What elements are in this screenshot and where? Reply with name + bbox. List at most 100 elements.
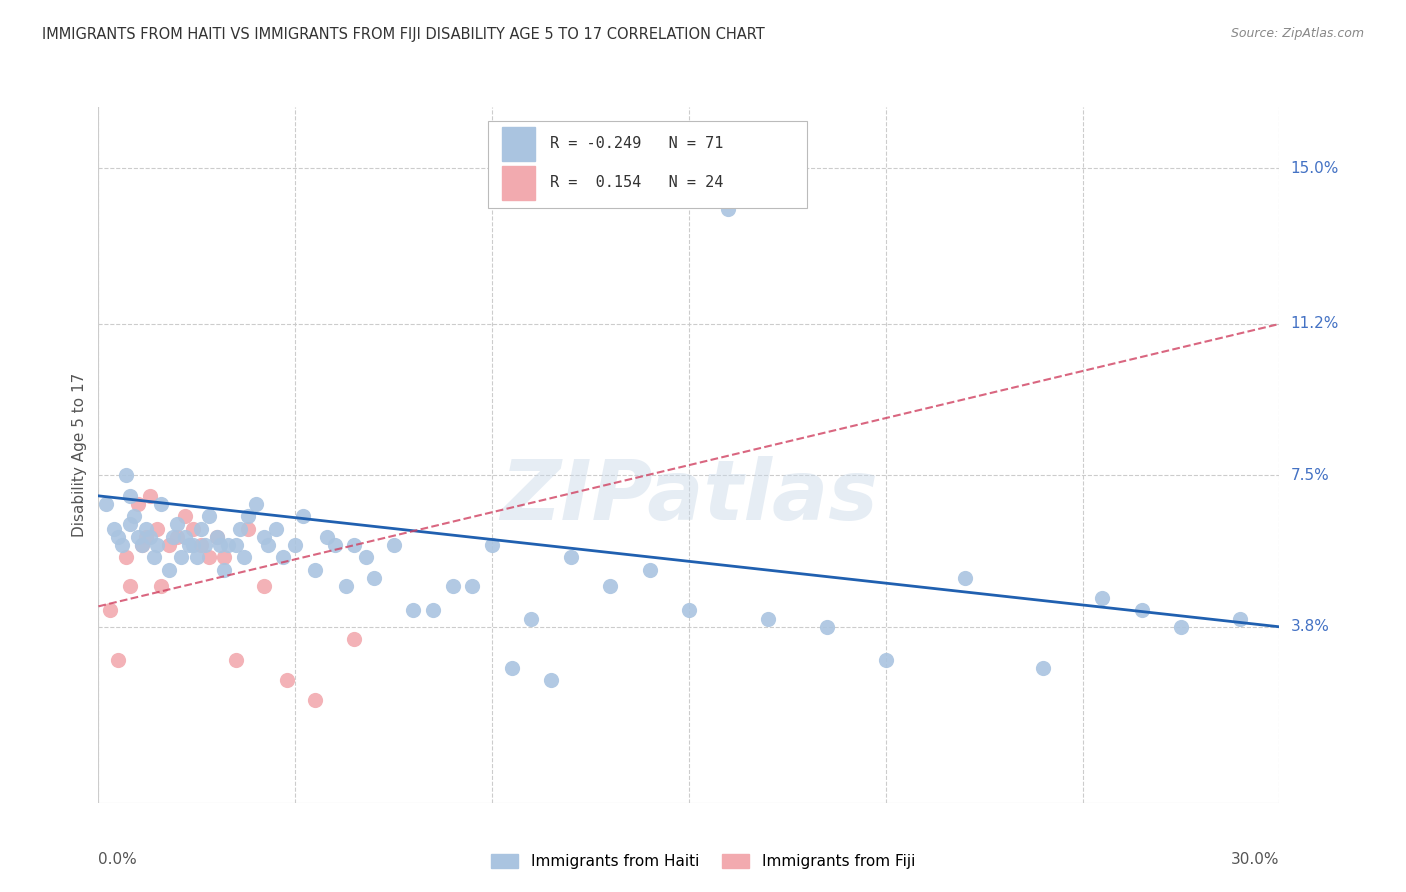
Point [118,517,141,532]
Point [98,603,121,617]
Point [96,497,118,511]
Point [678,603,700,617]
Point [170,550,193,565]
Point [181,538,204,552]
Point [229,522,252,536]
Point [236,509,259,524]
Point [107,652,129,666]
Point [186,550,208,565]
Point [103,522,125,536]
Bar [502,166,536,200]
Point [135,530,157,544]
Point [276,673,298,687]
Point [343,632,366,646]
Point [166,517,188,532]
Point [1170,620,1192,634]
Point [194,538,217,552]
Text: R =  0.154   N = 24: R = 0.154 N = 24 [550,176,723,190]
Point [127,530,149,544]
Point [233,550,256,565]
Point [253,579,276,593]
Point [343,538,366,552]
Point [354,550,377,565]
Point [115,550,138,565]
Point [236,522,259,536]
Point [245,497,267,511]
Point [304,562,326,576]
Point [323,538,346,552]
FancyBboxPatch shape [488,121,807,208]
Point [501,661,523,675]
Point [217,538,239,552]
Point [402,603,425,617]
Point [107,530,129,544]
Point [115,468,138,483]
Point [540,673,562,687]
Point [190,522,212,536]
Point [638,562,661,576]
Point [363,571,385,585]
Point [214,562,236,576]
Point [214,550,236,565]
Point [181,522,204,536]
Legend: Immigrants from Haiti, Immigrants from Fiji: Immigrants from Haiti, Immigrants from F… [485,848,921,875]
Point [315,530,337,544]
Point [253,530,276,544]
Point [146,538,169,552]
Point [142,550,165,565]
Point [197,509,219,524]
Point [422,603,444,617]
Point [264,522,287,536]
Point [292,509,315,524]
Point [599,579,621,593]
Point [205,530,228,544]
Point [481,538,503,552]
Point [1130,603,1153,617]
Point [157,538,180,552]
Point [111,538,134,552]
Point [520,612,543,626]
Point [953,571,976,585]
Text: ZIPatlas: ZIPatlas [501,456,877,537]
Point [174,509,197,524]
Point [461,579,484,593]
Point [127,497,149,511]
Point [273,550,295,565]
Point [382,538,405,552]
Point [560,550,582,565]
Text: 3.8%: 3.8% [1291,619,1330,634]
Y-axis label: Disability Age 5 to 17: Disability Age 5 to 17 [72,373,87,537]
Bar [502,128,536,161]
Point [304,693,326,707]
Point [875,652,897,666]
Point [157,562,180,576]
Point [177,538,200,552]
Point [131,538,153,552]
Text: 7.5%: 7.5% [1291,468,1329,483]
Point [150,579,173,593]
Point [256,538,278,552]
Point [131,538,153,552]
Point [197,550,219,565]
Text: 11.2%: 11.2% [1291,317,1339,332]
Text: R = -0.249   N = 71: R = -0.249 N = 71 [550,136,723,152]
Point [190,538,212,552]
Text: 15.0%: 15.0% [1291,161,1339,176]
Point [1091,591,1114,606]
Point [284,538,307,552]
Point [118,579,141,593]
Point [756,612,779,626]
Text: 0.0%: 0.0% [98,852,138,867]
Point [135,522,157,536]
Point [162,530,184,544]
Point [815,620,838,634]
Point [441,579,464,593]
Point [118,489,141,503]
Point [150,497,173,511]
Point [335,579,357,593]
Point [209,538,232,552]
Point [717,202,740,217]
Point [166,530,188,544]
Point [1032,661,1054,675]
Text: IMMIGRANTS FROM HAITI VS IMMIGRANTS FROM FIJI DISABILITY AGE 5 TO 17 CORRELATION: IMMIGRANTS FROM HAITI VS IMMIGRANTS FROM… [42,27,765,42]
